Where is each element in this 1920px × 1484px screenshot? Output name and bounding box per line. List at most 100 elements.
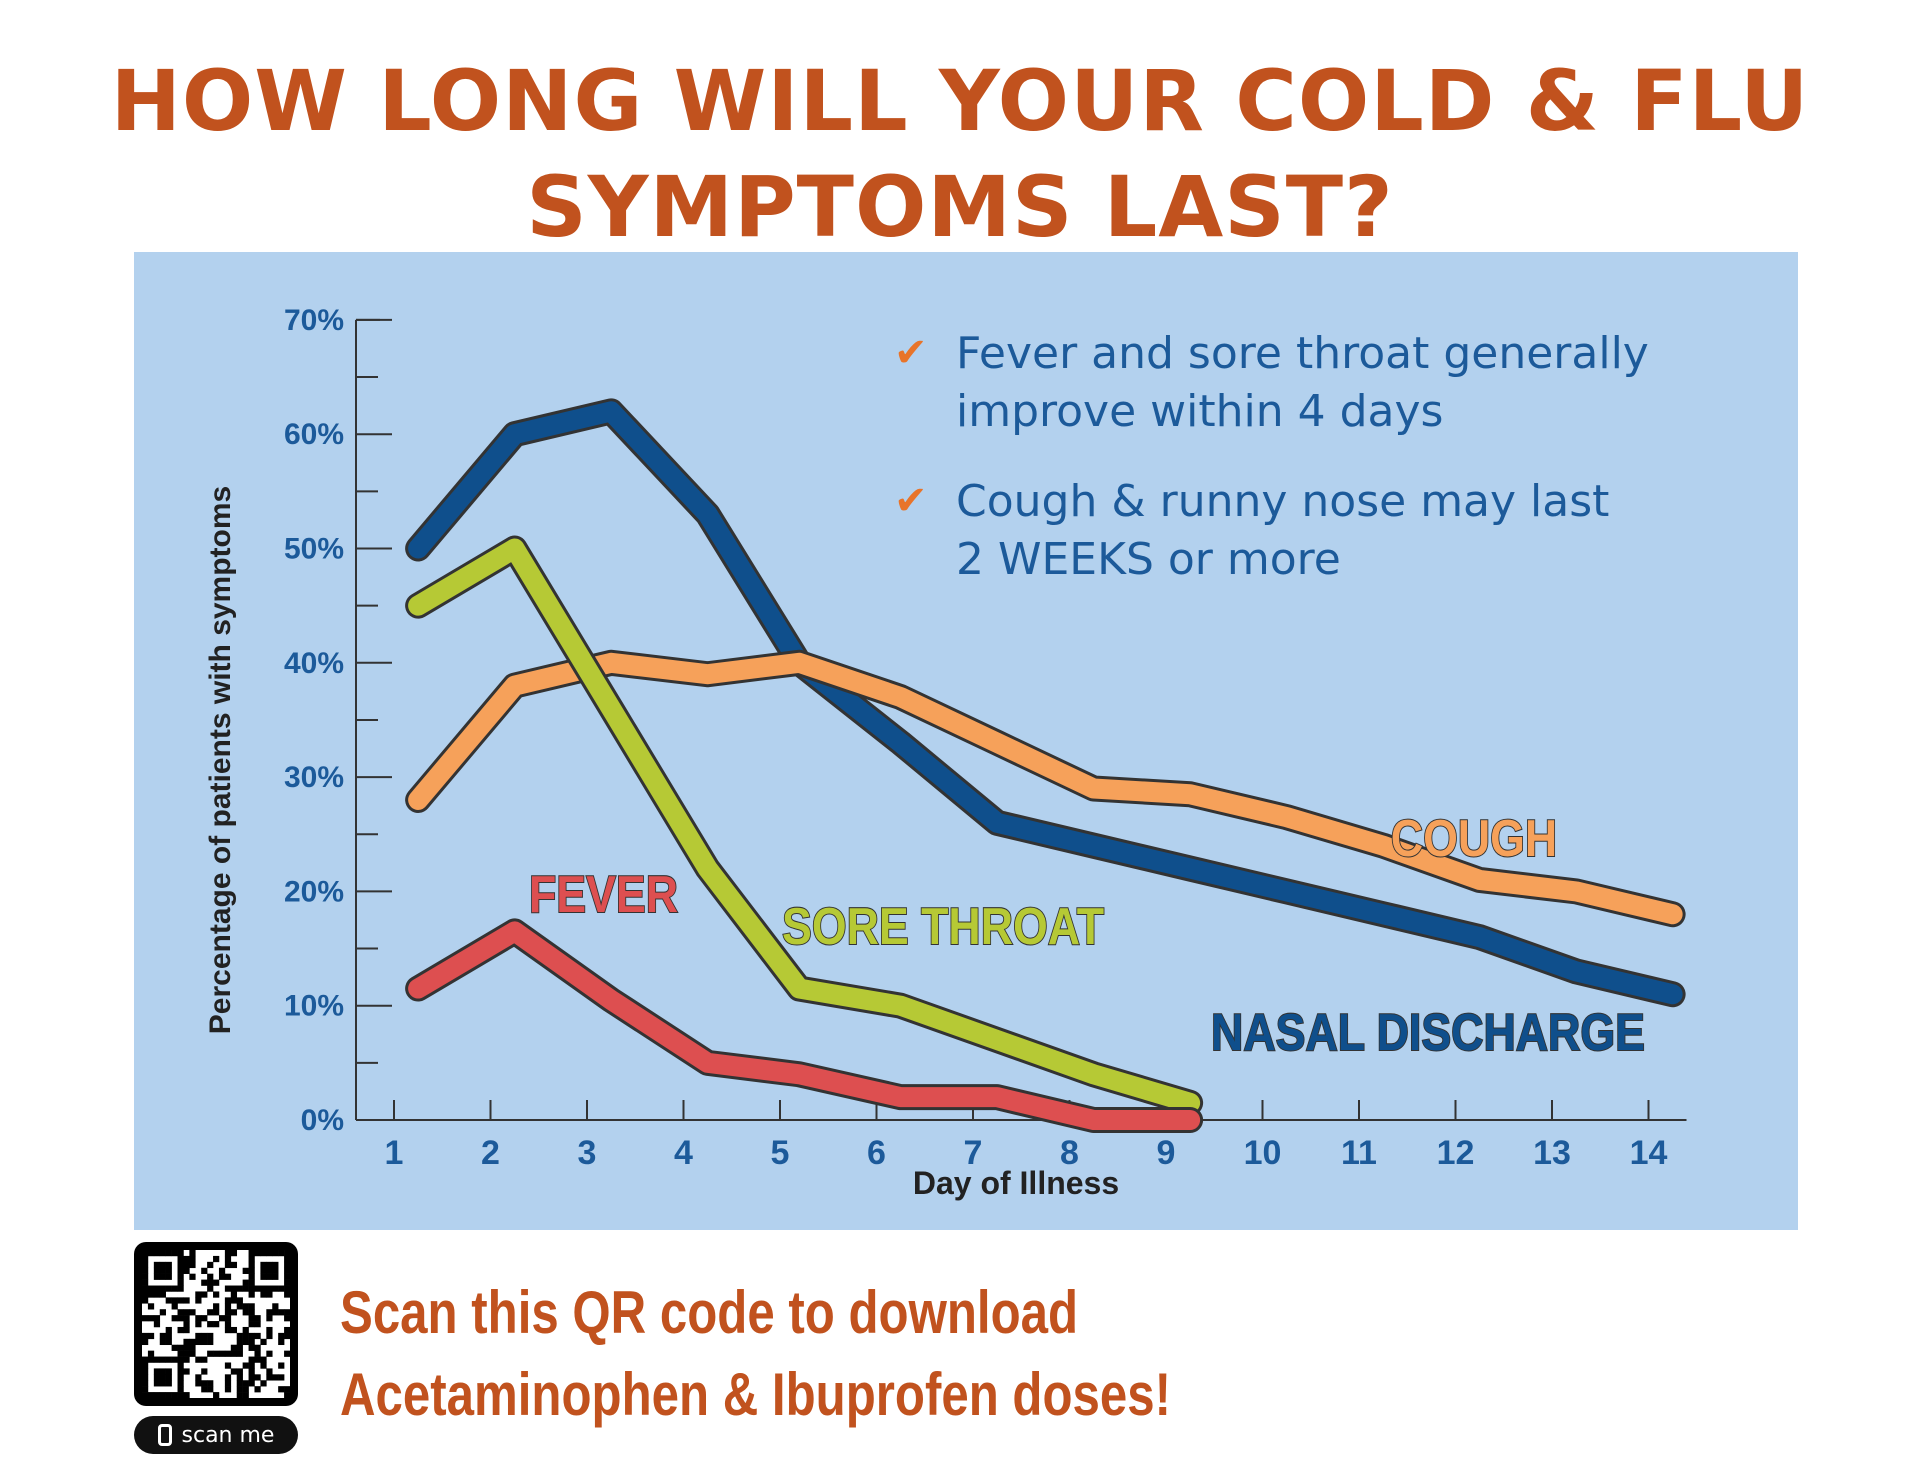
- qr-module: [254, 1315, 261, 1322]
- qr-module: [159, 1250, 166, 1257]
- qr-module: [159, 1368, 166, 1375]
- note-1-line-1: Fever and sore throat generally: [956, 328, 1649, 379]
- qr-module: [183, 1356, 190, 1363]
- qr-module: [147, 1332, 155, 1340]
- qr-module: [159, 1285, 166, 1292]
- x-tick-label: 14: [1630, 1134, 1668, 1172]
- qr-module: [284, 1309, 291, 1316]
- qr-module: [266, 1374, 273, 1381]
- qr-module: [195, 1356, 202, 1363]
- qr-module: [147, 1392, 155, 1399]
- qr-module: [142, 1279, 149, 1286]
- qr-code[interactable]: [134, 1242, 298, 1406]
- qr-module: [248, 1374, 255, 1381]
- qr-module: [278, 1362, 285, 1369]
- chart-axes: 0%10%20%30%40%50%60%70%1 2 3 4 5 6 7 8 9 10 11 12 13…: [284, 304, 1687, 1172]
- qr-module: [183, 1309, 190, 1316]
- qr-module: [177, 1309, 184, 1316]
- qr-module: [153, 1291, 161, 1298]
- qr-module: [195, 1315, 202, 1322]
- qr-module: [189, 1350, 196, 1357]
- qr-module: [147, 1303, 155, 1310]
- qr-module: [213, 1303, 220, 1310]
- x-axis-label: Day of Illness: [913, 1165, 1119, 1201]
- qr-module: [207, 1332, 214, 1340]
- qr-module: [254, 1321, 261, 1328]
- qr-module: [183, 1338, 190, 1346]
- x-tick-label: 3: [578, 1134, 597, 1172]
- qr-module: [207, 1285, 214, 1292]
- qr-module: [260, 1291, 267, 1298]
- qr-module: [183, 1392, 190, 1399]
- qr-module: [278, 1332, 285, 1340]
- qr-module: [177, 1250, 184, 1257]
- qr-module: [218, 1350, 226, 1357]
- qr-module: [260, 1261, 267, 1269]
- qr-module: [236, 1350, 243, 1357]
- qr-module: [165, 1374, 172, 1381]
- qr-module: [254, 1285, 261, 1292]
- qr-module: [177, 1255, 184, 1263]
- qr-module: [218, 1273, 226, 1280]
- qr-module: [230, 1250, 238, 1257]
- qr-module: [207, 1273, 214, 1280]
- qr-module: [183, 1344, 190, 1351]
- nasal-label: NASAL DISCHARGE: [1211, 1004, 1645, 1062]
- qr-module: [142, 1255, 149, 1263]
- qr-module: [248, 1291, 255, 1298]
- qr-module: [201, 1338, 208, 1346]
- qr-module: [266, 1368, 273, 1375]
- qr-module: [242, 1380, 249, 1387]
- qr-module: [177, 1267, 184, 1274]
- y-tick-label: 20%: [284, 875, 344, 908]
- qr-module: [147, 1250, 155, 1257]
- qr-module: [207, 1261, 214, 1269]
- qr-module: [266, 1350, 273, 1357]
- qr-module: [159, 1338, 166, 1346]
- qr-module: [159, 1392, 166, 1399]
- qr-module: [153, 1380, 161, 1387]
- check-icon: ✔: [894, 478, 928, 524]
- qr-module: [147, 1315, 155, 1322]
- qr-module: [248, 1273, 255, 1280]
- qr-module: [213, 1392, 220, 1399]
- qr-module: [224, 1326, 232, 1334]
- qr-module: [242, 1326, 249, 1334]
- qr-module: [142, 1332, 149, 1340]
- qr-module: [266, 1315, 273, 1322]
- y-tick-label: 70%: [284, 304, 344, 337]
- qr-module: [218, 1267, 226, 1274]
- qr-module: [159, 1356, 166, 1363]
- qr-module: [213, 1309, 220, 1316]
- qr-module: [171, 1303, 178, 1310]
- qr-module: [230, 1261, 238, 1269]
- qr-module: [278, 1386, 285, 1393]
- qr-module: [224, 1261, 232, 1269]
- qr-module: [224, 1285, 232, 1292]
- qr-module: [248, 1332, 255, 1340]
- qr-module: [177, 1344, 184, 1351]
- qr-module: [189, 1255, 196, 1263]
- qr-module: [242, 1338, 249, 1346]
- qr-module: [195, 1332, 202, 1340]
- qr-module: [153, 1368, 161, 1375]
- y-tick-label: 30%: [284, 761, 344, 794]
- qr-module: [195, 1338, 202, 1346]
- qr-module: [147, 1356, 155, 1363]
- scan-me-label: scan me: [181, 1422, 275, 1448]
- qr-module: [272, 1250, 279, 1257]
- qr-module: [142, 1362, 149, 1369]
- cta-line-1: Scan this QR code to download: [340, 1279, 1079, 1346]
- qr-module: [153, 1315, 161, 1322]
- qr-module: [248, 1362, 255, 1369]
- qr-module: [195, 1321, 202, 1328]
- qr-module: [254, 1332, 261, 1340]
- qr-module: [207, 1350, 214, 1357]
- qr-module: [248, 1303, 255, 1310]
- qr-module: [248, 1380, 255, 1387]
- qr-module: [242, 1332, 249, 1340]
- qr-module: [254, 1344, 261, 1351]
- qr-module: [195, 1380, 202, 1387]
- qr-module: [224, 1386, 232, 1393]
- x-tick-label: 7: [964, 1134, 983, 1172]
